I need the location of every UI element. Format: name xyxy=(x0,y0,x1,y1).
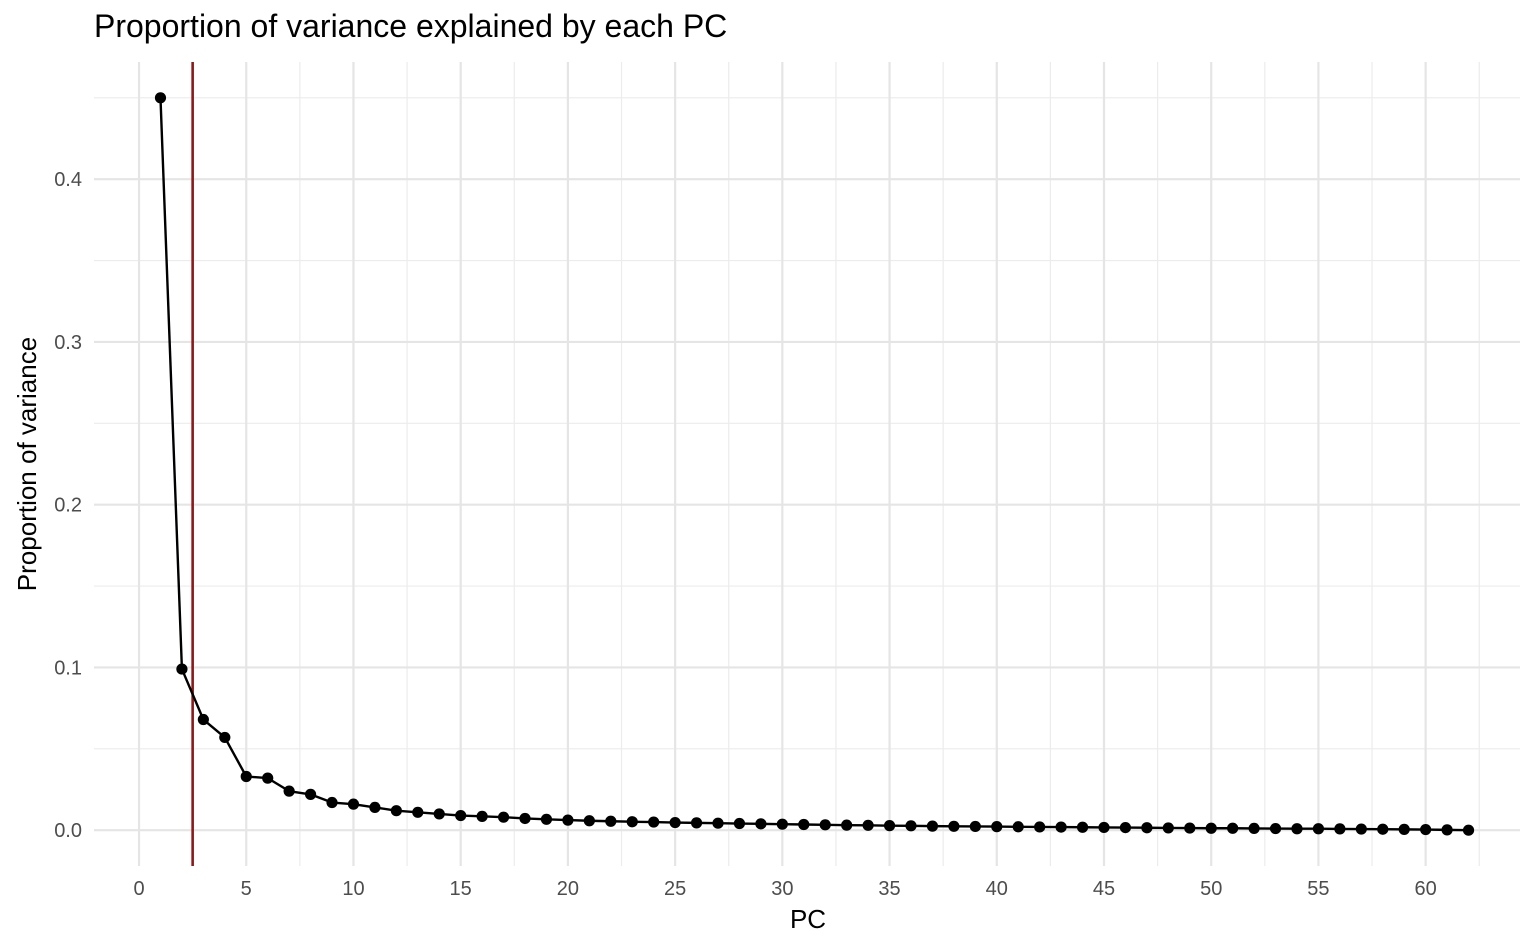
data-point xyxy=(819,819,831,831)
data-point xyxy=(1441,824,1453,836)
data-point xyxy=(519,812,531,825)
data-point xyxy=(176,663,188,675)
data-point xyxy=(690,817,703,829)
data-point xyxy=(1398,823,1410,835)
data-point xyxy=(969,820,981,833)
data-point xyxy=(1119,821,1132,834)
y-tick-label: 0.2 xyxy=(54,495,82,517)
y-axis-title: Proportion of variance xyxy=(12,337,42,591)
data-point xyxy=(219,731,231,744)
data-point xyxy=(562,814,574,826)
data-point xyxy=(862,819,874,831)
x-axis-title: PC xyxy=(790,904,826,934)
data-point xyxy=(1377,823,1389,835)
data-point xyxy=(648,816,660,828)
data-point xyxy=(1076,821,1089,833)
data-point xyxy=(369,801,381,814)
major-grid xyxy=(94,62,1520,866)
minor-grid xyxy=(94,62,1520,866)
y-tick-label: 0.1 xyxy=(54,657,82,679)
data-point xyxy=(776,818,788,830)
x-tick-label: 5 xyxy=(241,878,252,900)
data-point xyxy=(412,806,424,818)
data-point xyxy=(476,810,488,822)
data-point xyxy=(433,808,445,820)
data-point xyxy=(755,818,767,830)
data-point xyxy=(1184,822,1196,834)
data-point xyxy=(1269,822,1282,835)
data-point xyxy=(712,817,724,829)
data-point xyxy=(540,813,553,825)
data-point xyxy=(669,816,681,829)
data-point xyxy=(1034,821,1046,833)
data-point xyxy=(883,820,896,832)
data-point xyxy=(262,772,274,784)
x-tick-label: 55 xyxy=(1307,878,1329,900)
data-point xyxy=(948,820,960,832)
x-tick-label: 35 xyxy=(878,878,900,900)
series-line xyxy=(159,97,1469,832)
data-point xyxy=(1312,823,1325,835)
data-point xyxy=(605,815,617,827)
data-point xyxy=(1355,823,1367,835)
x-tick-label: 10 xyxy=(342,878,364,900)
data-point xyxy=(1205,822,1217,834)
x-tick-label: 60 xyxy=(1415,878,1437,900)
x-tick-label: 45 xyxy=(1093,878,1115,900)
data-point xyxy=(1462,824,1475,836)
series-points-layer xyxy=(154,92,1475,836)
data-point xyxy=(347,798,360,810)
data-point xyxy=(1098,821,1110,834)
data-point xyxy=(905,820,917,832)
data-point xyxy=(1162,822,1174,834)
x-tick-label: 50 xyxy=(1200,878,1222,900)
data-point xyxy=(390,805,402,817)
y-tick-label: 0.0 xyxy=(54,820,82,842)
data-point xyxy=(326,796,338,809)
data-point xyxy=(1227,822,1239,834)
data-point xyxy=(798,818,810,831)
x-tick-label: 40 xyxy=(986,878,1008,900)
x-tick-label: 15 xyxy=(450,878,472,900)
data-point xyxy=(1248,822,1260,835)
data-point xyxy=(626,816,638,828)
x-tick-label: 25 xyxy=(664,878,686,900)
x-tick-label: 20 xyxy=(557,878,579,900)
chart-title: Proportion of variance explained by each… xyxy=(94,8,728,44)
data-point xyxy=(1141,822,1153,834)
series-line-layer xyxy=(159,97,1469,832)
data-point xyxy=(733,817,746,830)
x-axis-ticks: 0 5 10 15 20 25 30 35 40 45 50 55 60 xyxy=(133,878,1436,900)
data-point xyxy=(1055,821,1067,833)
y-tick-label: 0.3 xyxy=(54,332,82,354)
data-point xyxy=(283,785,295,797)
data-point xyxy=(991,821,1003,833)
data-point xyxy=(583,815,595,827)
data-point xyxy=(154,92,167,104)
data-point xyxy=(455,809,467,822)
data-point xyxy=(197,713,209,726)
data-point xyxy=(1420,823,1432,836)
data-point xyxy=(497,811,510,823)
data-point xyxy=(841,819,853,831)
data-point xyxy=(926,820,939,832)
y-tick-label: 0.4 xyxy=(54,169,82,191)
data-point xyxy=(1334,823,1346,835)
data-point xyxy=(1012,821,1024,833)
data-point xyxy=(1291,823,1303,835)
data-point xyxy=(304,788,317,800)
data-point xyxy=(240,770,252,783)
y-axis-ticks: 0.0 0.1 0.2 0.3 0.4 xyxy=(54,169,82,842)
x-tick-label: 30 xyxy=(771,878,793,900)
x-tick-label: 0 xyxy=(133,878,144,900)
